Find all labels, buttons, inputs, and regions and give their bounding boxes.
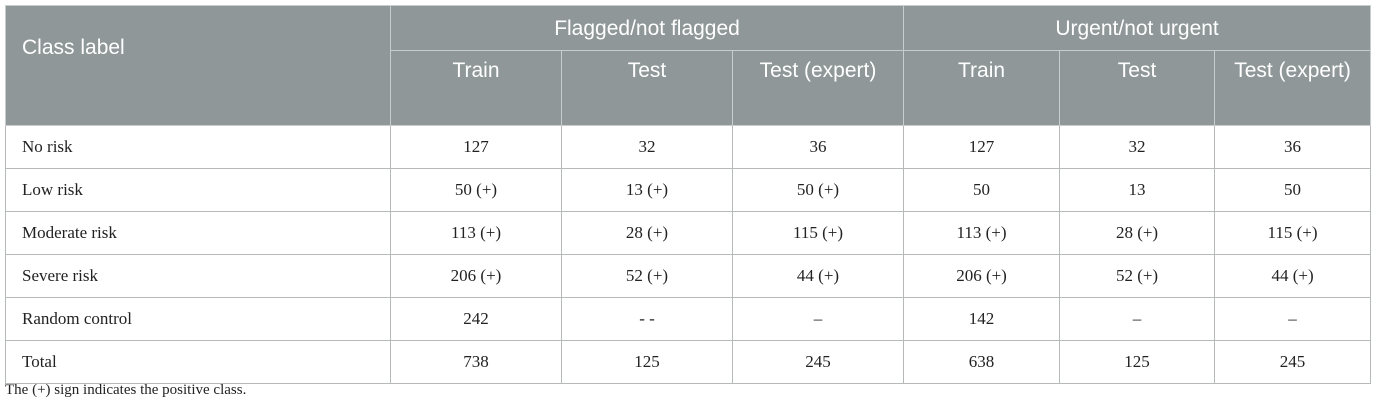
- table-row: Moderate risk 113 (+) 28 (+) 115 (+) 113 (+)…: [5, 211, 1372, 255]
- cell: 115 (+): [1214, 211, 1372, 255]
- footnote: The (+) sign indicates the positive clas…: [5, 382, 247, 398]
- cell: 125: [1059, 340, 1216, 384]
- cell: 245: [1214, 340, 1372, 384]
- cell: 32: [561, 125, 733, 169]
- table-row: No risk 127 32 36 127 32 36: [5, 125, 1372, 169]
- table-row: Severe risk 206 (+) 52 (+) 44 (+) 206 (+) 52 …: [5, 254, 1372, 298]
- table-body: No risk 127 32 36 127 32 36 Low risk 50 (+) 13 (+…: [5, 125, 1372, 384]
- header-row: Class label Flagged/not flagged Urgent/not…: [5, 5, 1372, 126]
- cell: 44 (+): [731, 254, 905, 298]
- row-label: Low risk: [5, 168, 391, 212]
- cell: 13 (+): [561, 168, 733, 212]
- group-header: Urgent/not urgent: [903, 5, 1372, 51]
- cell: 44 (+): [1214, 254, 1372, 298]
- cell: 32: [1059, 125, 1216, 169]
- group-header: Flagged/not flagged: [389, 5, 905, 51]
- cell: 206 (+): [903, 254, 1061, 298]
- subheader: Test (expert): [731, 50, 905, 126]
- subheader: Train: [390, 50, 562, 126]
- cell: 36: [1214, 125, 1372, 169]
- row-label: Severe risk: [5, 254, 391, 298]
- row-label: No risk: [5, 125, 391, 169]
- cell: 738: [390, 340, 562, 384]
- subheader: Test: [1059, 50, 1216, 126]
- class-label-header: Class label: [5, 5, 391, 126]
- cell: 115 (+): [731, 211, 905, 255]
- cell: 206 (+): [390, 254, 562, 298]
- cell: –: [731, 297, 905, 341]
- cell: 242: [390, 297, 562, 341]
- cell: 52 (+): [1059, 254, 1216, 298]
- cell: - -: [561, 297, 733, 341]
- cell: 36: [731, 125, 905, 169]
- cell: 638: [903, 340, 1061, 384]
- cell: 28 (+): [561, 211, 733, 255]
- cell: –: [1214, 297, 1372, 341]
- cell: 245: [731, 340, 905, 384]
- cell: 127: [903, 125, 1061, 169]
- cell: 52 (+): [561, 254, 733, 298]
- cell: 50 (+): [390, 168, 562, 212]
- subheader: Test (expert): [1214, 50, 1372, 126]
- data-table: Class label Flagged/not flagged Urgent/not…: [5, 5, 1372, 384]
- cell: 127: [390, 125, 562, 169]
- cell: 50: [1214, 168, 1372, 212]
- cell: 28 (+): [1059, 211, 1216, 255]
- cell: –: [1059, 297, 1216, 341]
- table-row: Low risk 50 (+) 13 (+) 50 (+) 50 13 50: [5, 168, 1372, 212]
- cell: 50: [903, 168, 1061, 212]
- table-row: Total 738 125 245 638 125 245: [5, 340, 1372, 384]
- cell: 142: [903, 297, 1061, 341]
- table-header: Class label Flagged/not flagged Urgent/not…: [5, 5, 1372, 126]
- row-label: Total: [5, 340, 391, 384]
- row-label: Moderate risk: [5, 211, 391, 255]
- cell: 125: [561, 340, 733, 384]
- subheader: Test: [561, 50, 733, 126]
- cell: 50 (+): [731, 168, 905, 212]
- row-label: Random control: [5, 297, 391, 341]
- cell: 113 (+): [390, 211, 562, 255]
- table-row: Random control 242- - –142– –: [5, 297, 1372, 341]
- subheader: Train: [903, 50, 1061, 126]
- cell: 13: [1059, 168, 1216, 212]
- cell: 113 (+): [903, 211, 1061, 255]
- subheader-row: Train Test Test (expert) Train Test Test (exp…: [6, 50, 1372, 126]
